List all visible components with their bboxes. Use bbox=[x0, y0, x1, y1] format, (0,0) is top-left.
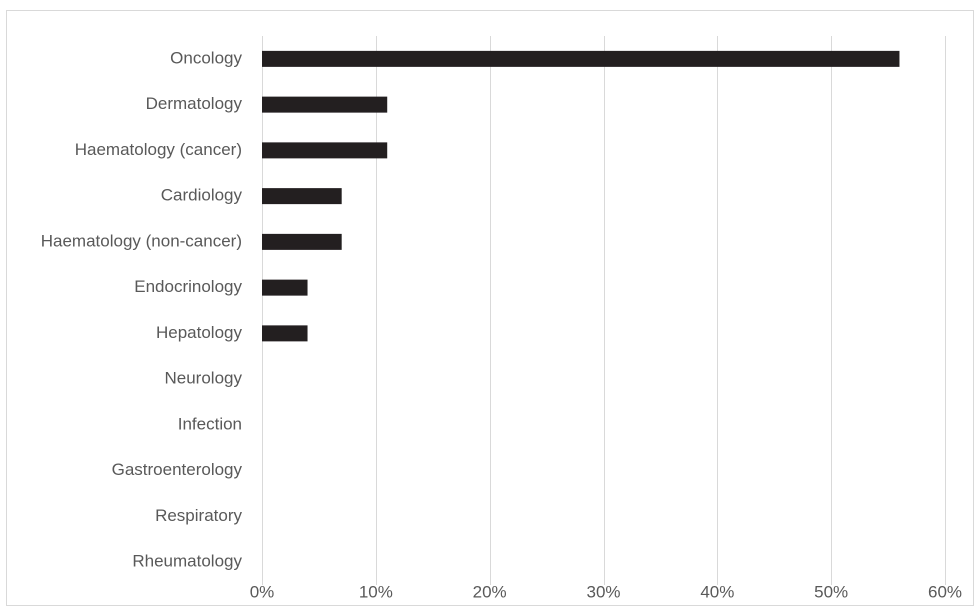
category-label: Neurology bbox=[165, 369, 243, 388]
bar bbox=[262, 96, 388, 113]
category-label: Infection bbox=[178, 414, 242, 433]
bar bbox=[262, 279, 308, 296]
x-tick-label: 10% bbox=[359, 582, 393, 601]
category-label: Rheumatology bbox=[132, 552, 242, 571]
bar bbox=[262, 233, 342, 250]
category-label: Oncology bbox=[170, 48, 242, 67]
category-label: Haematology (cancer) bbox=[75, 140, 242, 159]
bar bbox=[262, 50, 900, 67]
bar bbox=[262, 188, 342, 205]
gridlines bbox=[262, 36, 946, 585]
x-tick-labels: 0% 10% 20% 30% 40% 50% 60% bbox=[250, 582, 962, 601]
category-label: Haematology (non-cancer) bbox=[41, 231, 242, 250]
x-tick-label: 40% bbox=[700, 582, 734, 601]
x-tick-label: 0% bbox=[250, 582, 275, 601]
category-label: Respiratory bbox=[155, 506, 242, 525]
x-tick-label: 50% bbox=[814, 582, 848, 601]
x-tick-label: 30% bbox=[586, 582, 620, 601]
category-label: Gastroenterology bbox=[112, 460, 243, 479]
category-labels: Oncology Dermatology Haematology (cancer) C… bbox=[41, 48, 243, 570]
x-tick-label: 60% bbox=[928, 582, 962, 601]
category-label: Endocrinology bbox=[134, 277, 242, 296]
bars bbox=[262, 50, 900, 342]
category-label: Dermatology bbox=[146, 94, 243, 113]
x-tick-label: 20% bbox=[473, 582, 507, 601]
bar bbox=[262, 325, 308, 342]
bar bbox=[262, 142, 388, 159]
category-label: Hepatology bbox=[156, 323, 243, 342]
category-label: Cardiology bbox=[161, 186, 243, 205]
